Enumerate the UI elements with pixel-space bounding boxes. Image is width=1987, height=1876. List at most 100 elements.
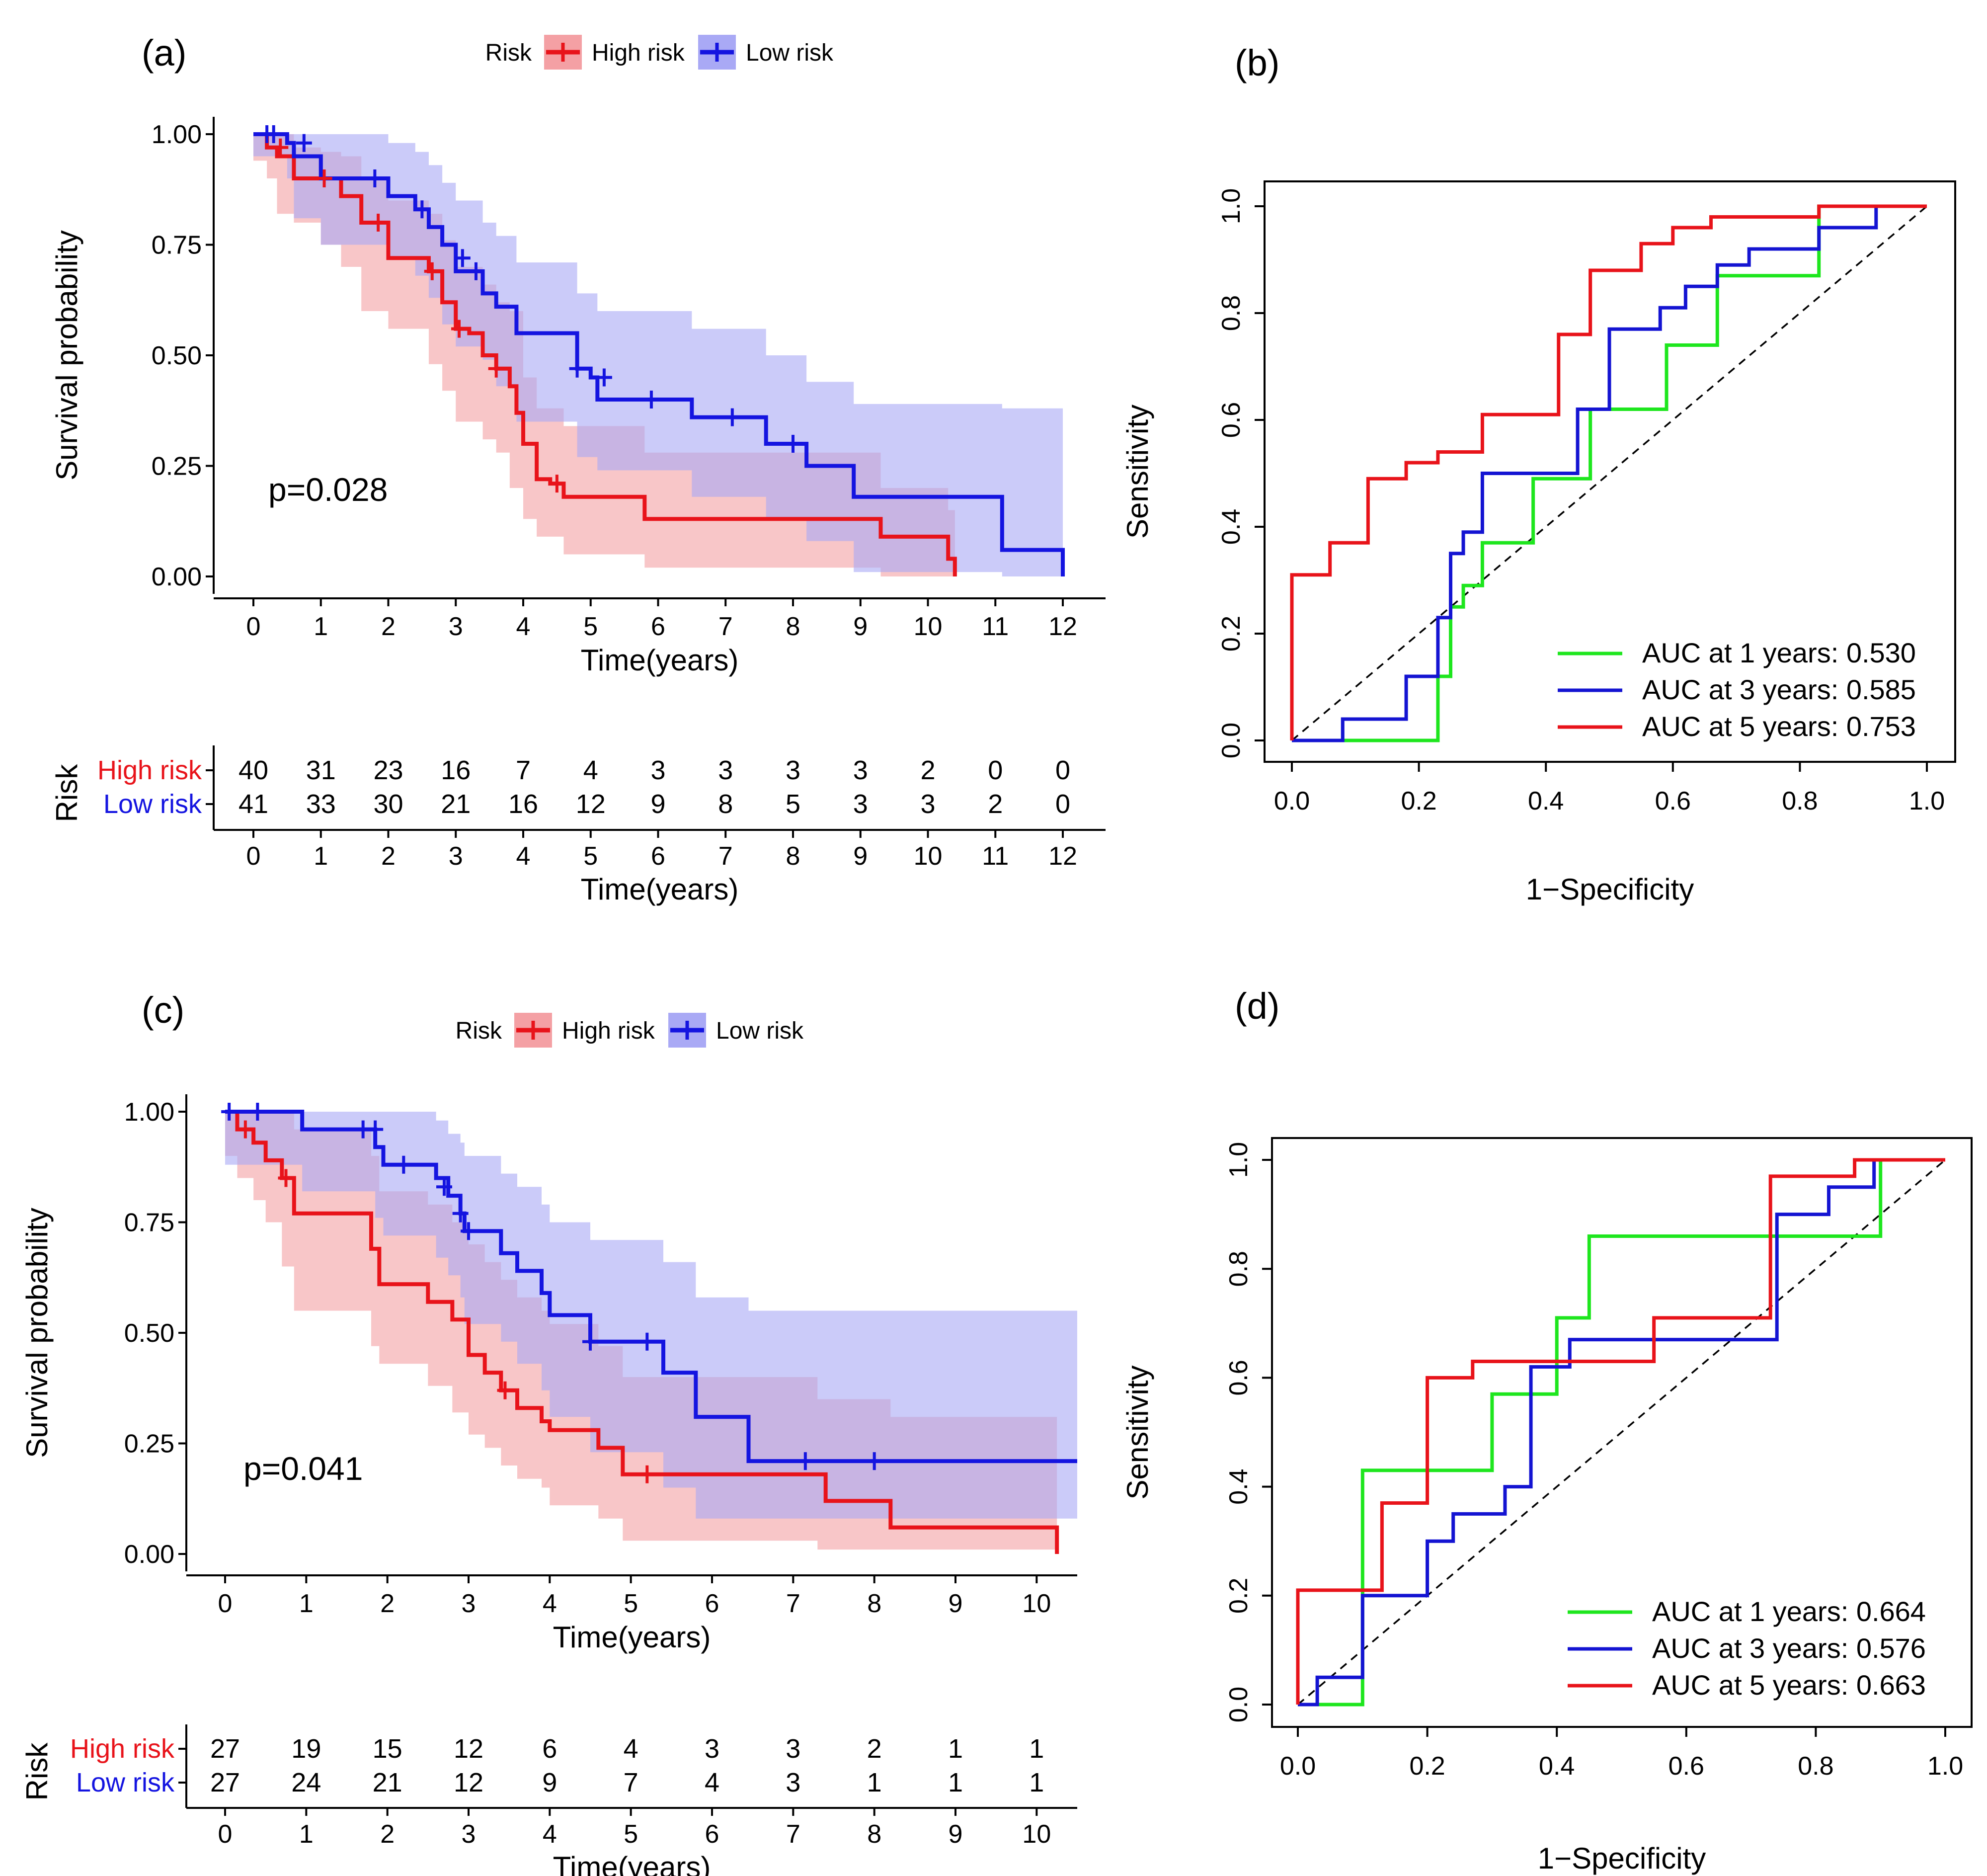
risk-row-label: High risk (97, 755, 202, 785)
y-tick-label: 0.4 (1217, 509, 1246, 545)
roc-curve-1 (1292, 204, 1927, 742)
panel-label: (c) (142, 989, 184, 1031)
panel-label: (a) (142, 32, 186, 74)
x-tick-label: 0 (246, 612, 261, 641)
x-axis-label: Time(years) (553, 1621, 711, 1654)
y-tick-label: 1.00 (124, 1098, 174, 1127)
risk-count: 16 (508, 789, 538, 819)
censor-mark-0-2 (497, 1381, 513, 1399)
censor-mark-1-0 (221, 1103, 238, 1121)
risk-count: 1 (948, 1768, 963, 1797)
risk-count: 31 (306, 755, 336, 785)
x-tick-label: 0.2 (1409, 1752, 1445, 1781)
x-tick-label: 5 (624, 1589, 638, 1618)
x-tick-label: 7 (718, 612, 733, 641)
censor-mark-1-9 (639, 1332, 655, 1351)
x-tick-label: 3 (449, 612, 463, 641)
survival-line-1 (225, 1110, 1077, 1464)
risk-count: 3 (786, 755, 800, 785)
x-tick-label: 3 (462, 1589, 476, 1618)
survival-line-0 (253, 132, 957, 576)
y-tick-label: 0.8 (1224, 1251, 1253, 1287)
risk-count: 7 (516, 755, 531, 785)
risk-count: 19 (291, 1734, 321, 1764)
censor-mark-1-4 (414, 200, 430, 219)
legend-entry-2: AUC at 5 years: 0.753 (1642, 711, 1916, 742)
risk-x-tick-label: 7 (718, 842, 733, 871)
roc-curve-1 (1298, 1158, 1945, 1707)
censor-mark-1-10 (797, 1452, 813, 1470)
y-tick-label: 0.2 (1224, 1578, 1253, 1614)
risk-row-label: High risk (70, 1734, 175, 1764)
censor-mark-1-1 (265, 125, 282, 143)
risk-table-title: Risk (50, 764, 83, 822)
y-tick-label: 0.50 (124, 1319, 174, 1348)
risk-count: 27 (210, 1768, 240, 1797)
risk-count: 33 (306, 789, 336, 819)
risk-x-tick-label: 8 (786, 842, 800, 871)
x-tick-label: 9 (853, 612, 868, 641)
x-tick-label: 0.0 (1274, 787, 1310, 816)
risk-count: 12 (576, 789, 606, 819)
risk-x-axis-label: Time(years) (581, 873, 739, 906)
x-tick-label: 0 (218, 1589, 233, 1618)
x-tick-label: 2 (380, 1589, 395, 1618)
risk-x-tick-label: 0 (218, 1820, 233, 1849)
risk-count: 2 (920, 755, 935, 785)
x-tick-label: 7 (786, 1589, 800, 1618)
risk-count: 3 (786, 1734, 800, 1764)
roc-curve-2 (1296, 1158, 1945, 1705)
y-axis-label: Sensitivity (1121, 1365, 1154, 1499)
y-tick-label: 0.8 (1217, 295, 1246, 331)
risk-count: 3 (705, 1734, 719, 1764)
risk-row-label: Low risk (103, 789, 202, 819)
x-tick-label: 10 (914, 612, 943, 641)
risk-x-axis-label: Time(years) (553, 1851, 711, 1876)
plot-frame (1271, 1137, 1973, 1728)
legend-entry-0: High risk (562, 1018, 655, 1044)
y-tick-label: 0.75 (124, 1209, 174, 1237)
y-tick-label: 0.4 (1224, 1468, 1253, 1504)
risk-count: 27 (210, 1734, 240, 1764)
censor-mark-1-1 (249, 1103, 266, 1121)
legend-entry-1: AUC at 3 years: 0.576 (1652, 1632, 1926, 1664)
risk-count: 1 (948, 1734, 963, 1764)
y-tick-label: 0.00 (152, 563, 202, 591)
risk-count: 30 (373, 789, 403, 819)
x-tick-label: 8 (867, 1589, 881, 1618)
x-tick-label: 0.6 (1655, 787, 1691, 816)
risk-count: 0 (1055, 755, 1070, 785)
risk-count: 0 (988, 755, 1003, 785)
x-tick-label: 0.8 (1798, 1752, 1833, 1781)
risk-count: 3 (853, 755, 868, 785)
legend-entry-0: AUC at 1 years: 0.530 (1642, 637, 1916, 668)
x-tick-label: 0.2 (1401, 787, 1436, 816)
risk-count: 16 (441, 755, 471, 785)
x-tick-label: 10 (1022, 1589, 1051, 1618)
y-axis-label: Survival probability (20, 1208, 54, 1458)
risk-count: 4 (624, 1734, 638, 1764)
censor-mark-0-1 (316, 169, 332, 187)
censor-mark-1-2 (296, 134, 312, 152)
risk-count: 40 (238, 755, 268, 785)
x-tick-label: 0.0 (1280, 1752, 1316, 1781)
x-tick-label: 0.8 (1782, 787, 1818, 816)
roc-legend: AUC at 1 years: 0.664 AUC at 3 years: 0.5… (1568, 1596, 1926, 1701)
x-axis-label: Time(years) (581, 644, 739, 677)
y-tick-label: 0.6 (1217, 402, 1246, 438)
y-tick-label: 1.00 (152, 120, 202, 149)
y-tick-label: 0.75 (152, 231, 202, 260)
risk-count: 0 (1055, 789, 1070, 819)
risk-x-tick-label: 11 (982, 842, 1009, 871)
panel-b: (b) 0.0 0.2 0.4 0.6 0.8 1.0 0.0 0.2 0.4 0.6 0.8 1.0 1… (1121, 42, 1956, 906)
y-tick-label: 0.50 (152, 341, 202, 370)
risk-count: 2 (988, 789, 1003, 819)
censor-mark-1-3 (367, 1120, 384, 1139)
censor-mark-1-10 (724, 408, 740, 426)
risk-x-tick-label: 6 (651, 842, 665, 871)
censor-mark-1-3 (367, 169, 383, 187)
x-tick-label: 1.0 (1927, 1752, 1963, 1781)
censor-mark-1-8 (582, 1332, 598, 1351)
